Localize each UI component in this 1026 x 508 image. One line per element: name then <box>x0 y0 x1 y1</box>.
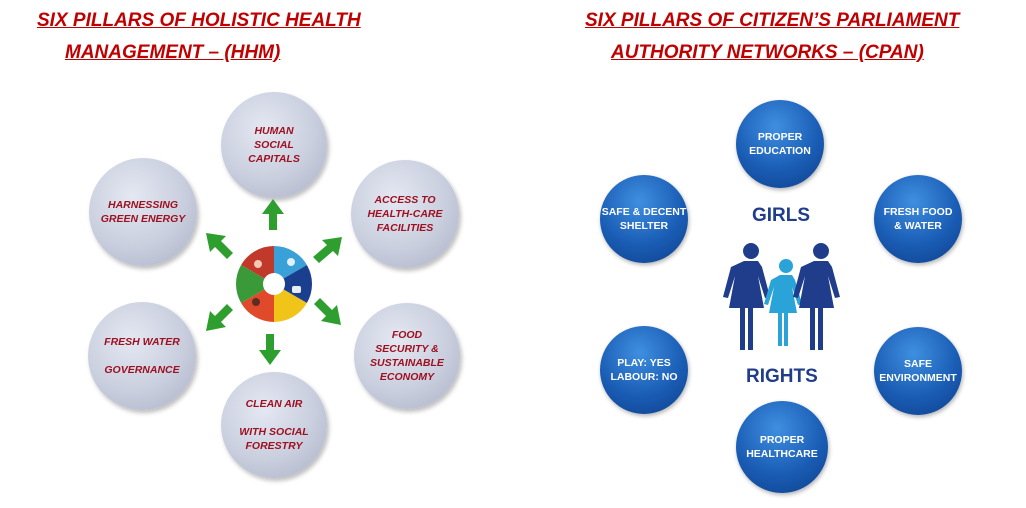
hhm-pillar-green-energy: HARNESSING GREEN ENERGY <box>89 158 197 266</box>
hhm-pillar-label: FOOD SECURITY & SUSTAINABLE ECONOMY <box>370 329 444 383</box>
hhm-pillar-label: ACCESS TO HEALTH-CARE FACILITIES <box>367 194 443 234</box>
girl-figure-right-icon <box>793 243 840 350</box>
arrow-up-icon <box>262 199 284 230</box>
girls-figures-icon <box>723 243 840 350</box>
right-title-line1: SIX PILLARS OF CITIZEN’S PARLIAMENT <box>585 10 960 31</box>
hhm-pillar-human-social-capitals: HUMAN SOCIAL CAPITALS <box>221 92 327 198</box>
cpan-pillar-label: FRESH FOOD & WATER <box>883 206 953 232</box>
girl-figure-left-icon <box>723 243 770 350</box>
hhm-pillar-food-security: FOOD SECURITY & SUSTAINABLE ECONOMY <box>354 303 460 409</box>
cpan-pillar-label: PLAY: YES LABOUR: NO <box>610 357 678 383</box>
cpan-center-rights: RIGHTS <box>746 366 818 387</box>
wheel-segment-water-icon <box>236 265 274 303</box>
arrow-down-right-icon <box>314 298 341 325</box>
hhm-pillar-fresh-water: FRESH WATER GOVERNANCE <box>88 302 196 410</box>
girl-figure-center-icon <box>764 259 802 346</box>
cpan-pillar-label: SAFE ENVIRONMENT <box>879 358 957 384</box>
arrow-down-icon <box>259 334 281 365</box>
left-title-line2: MANAGEMENT – (HHM) <box>65 42 281 63</box>
cpan-pillar-label: PROPER EDUCATION <box>749 131 811 157</box>
arrow-up-right-icon <box>313 237 342 263</box>
right-title-line2: AUTHORITY NETWORKS – (CPAN) <box>611 42 924 63</box>
left-title-line1: SIX PILLARS OF HOLISTIC HEALTH <box>37 10 361 31</box>
hhm-pillar-label: HARNESSING GREEN ENERGY <box>100 199 186 225</box>
hhm-pillar-access-health-care: ACCESS TO HEALTH-CARE FACILITIES <box>351 160 459 268</box>
hhm-center-wheel <box>236 246 312 322</box>
cpan-pillar-safe-shelter: SAFE & DECENT SHELTER <box>600 175 688 263</box>
cpan-pillar-safe-environment: SAFE ENVIRONMENT <box>874 327 962 415</box>
hhm-pillar-label: HUMAN SOCIAL CAPITALS <box>248 125 300 165</box>
cpan-pillar-label: SAFE & DECENT SHELTER <box>601 206 687 232</box>
arrow-down-left-icon <box>206 304 233 331</box>
arrow-up-left-icon <box>206 233 233 259</box>
hhm-pillar-clean-air: CLEAN AIR WITH SOCIAL FORESTRY <box>221 372 327 478</box>
wheel-segment-food-icon <box>274 284 307 322</box>
hhm-pillar-label: FRESH WATER GOVERNANCE <box>104 336 180 376</box>
wheel-segment-health-icon <box>274 265 312 303</box>
cpan-center-girls: GIRLS <box>752 205 811 226</box>
cpan-pillar-proper-healthcare: PROPER HEALTHCARE <box>736 401 828 493</box>
hhm-pillar-label: CLEAN AIR WITH SOCIAL FORESTRY <box>239 398 309 452</box>
cpan-pillar-fresh-food-water: FRESH FOOD & WATER <box>874 175 962 263</box>
cpan-pillar-proper-education: PROPER EDUCATION <box>736 100 824 188</box>
cpan-pillar-label: PROPER HEALTHCARE <box>746 434 818 460</box>
cpan-pillar-play-labour: PLAY: YES LABOUR: NO <box>600 326 688 414</box>
